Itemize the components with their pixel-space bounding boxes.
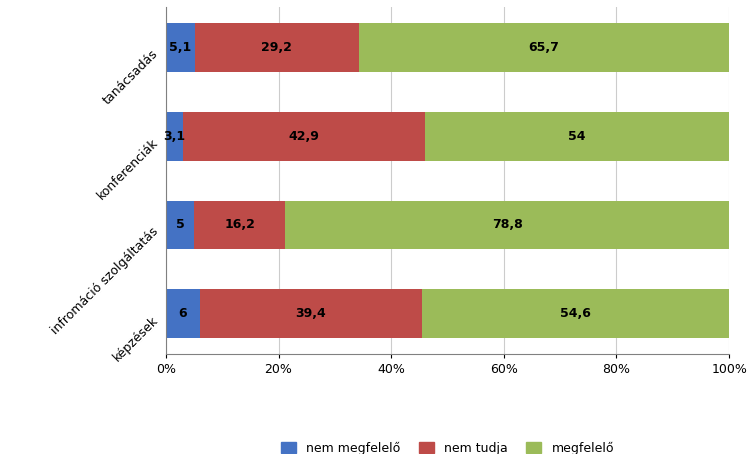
Text: 5,1: 5,1: [169, 41, 192, 54]
Bar: [200, 290, 421, 338]
Text: 54: 54: [569, 129, 586, 143]
Bar: [285, 201, 729, 249]
Text: 65,7: 65,7: [529, 41, 559, 54]
Text: 6: 6: [179, 307, 187, 321]
Bar: [183, 112, 425, 161]
Text: 29,2: 29,2: [262, 41, 293, 54]
Text: 39,4: 39,4: [296, 307, 326, 321]
Bar: [194, 201, 285, 249]
Bar: [425, 112, 729, 161]
Text: 78,8: 78,8: [492, 218, 523, 232]
Bar: [421, 290, 729, 338]
Bar: [166, 201, 194, 249]
Text: 16,2: 16,2: [224, 218, 255, 232]
Text: 3,1: 3,1: [164, 129, 185, 143]
Bar: [195, 23, 359, 72]
Bar: [359, 23, 729, 72]
Bar: [166, 290, 200, 338]
Text: 5: 5: [176, 218, 184, 232]
Legend: nem megfelelő, nem tudja, megfelelő: nem megfelelő, nem tudja, megfelelő: [276, 437, 619, 454]
Text: 54,6: 54,6: [560, 307, 591, 321]
Bar: [166, 23, 195, 72]
Text: 42,9: 42,9: [289, 129, 320, 143]
Bar: [166, 112, 183, 161]
